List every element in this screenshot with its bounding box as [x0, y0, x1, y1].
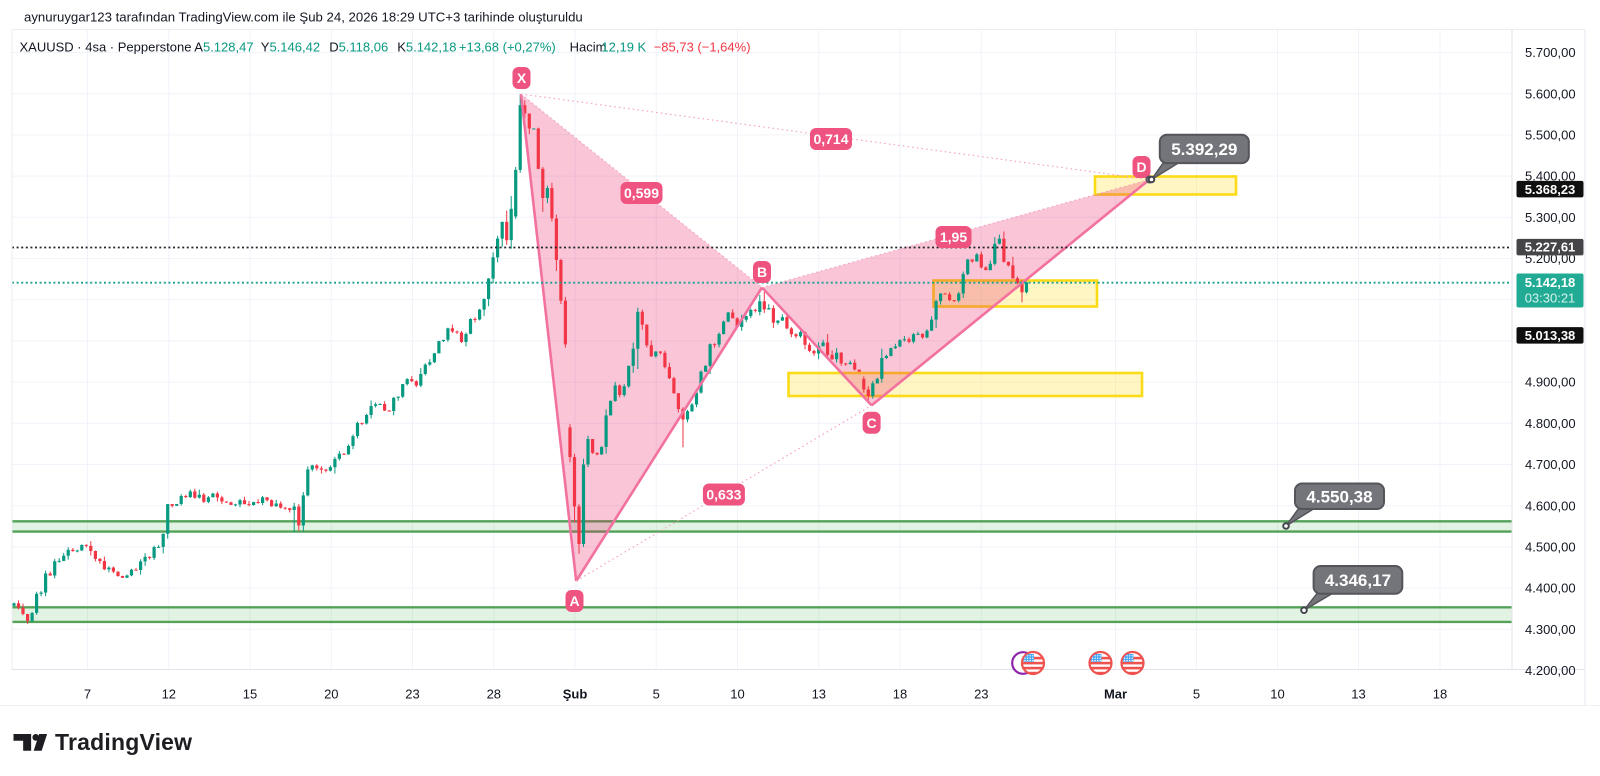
svg-text:5.600,00: 5.600,00 [1525, 86, 1576, 101]
svg-text:13: 13 [1351, 687, 1365, 702]
svg-text:28: 28 [487, 687, 501, 702]
svg-text:X: X [517, 70, 527, 86]
svg-text:0,714: 0,714 [813, 131, 848, 147]
svg-text:03:30:21: 03:30:21 [1525, 291, 1576, 306]
svg-text:23: 23 [974, 687, 988, 702]
svg-text:aynuruygar123 tarafından Tradi: aynuruygar123 tarafından TradingView.com… [24, 10, 583, 25]
svg-text:7: 7 [84, 687, 91, 702]
svg-text:4.600,00: 4.600,00 [1525, 498, 1576, 513]
svg-text:5.368,23: 5.368,23 [1525, 182, 1576, 197]
svg-text:20: 20 [324, 687, 338, 702]
svg-text:4.346,17: 4.346,17 [1325, 571, 1391, 590]
svg-text:5.300,00: 5.300,00 [1525, 210, 1576, 225]
svg-text:5.392,29: 5.392,29 [1171, 140, 1237, 159]
svg-text:4.200,00: 4.200,00 [1525, 663, 1576, 678]
svg-text:5.400,00: 5.400,00 [1525, 169, 1576, 184]
svg-text:5.227,61: 5.227,61 [1525, 240, 1576, 255]
svg-text:4.900,00: 4.900,00 [1525, 375, 1576, 390]
svg-text:4.400,00: 4.400,00 [1525, 581, 1576, 596]
svg-text:0,599: 0,599 [624, 185, 659, 201]
svg-text:A: A [569, 593, 579, 609]
svg-text:4.300,00: 4.300,00 [1525, 622, 1576, 637]
svg-text:15: 15 [243, 687, 257, 702]
svg-text:5.700,00: 5.700,00 [1525, 45, 1576, 60]
svg-text:18: 18 [1433, 687, 1447, 702]
svg-text:13: 13 [812, 687, 826, 702]
svg-text:Şub: Şub [563, 687, 588, 702]
svg-text:D: D [1136, 159, 1146, 175]
svg-text:Mar: Mar [1104, 687, 1127, 702]
svg-text:4.550,38: 4.550,38 [1306, 487, 1372, 506]
svg-text:0,633: 0,633 [706, 487, 741, 503]
svg-text:C: C [867, 415, 877, 431]
svg-text:TradingView: TradingView [55, 729, 192, 755]
svg-text:1,95: 1,95 [940, 229, 967, 245]
svg-text:4.800,00: 4.800,00 [1525, 416, 1576, 431]
svg-text:4.700,00: 4.700,00 [1525, 457, 1576, 472]
svg-text:18: 18 [893, 687, 907, 702]
svg-text:23: 23 [405, 687, 419, 702]
svg-text:5.500,00: 5.500,00 [1525, 128, 1576, 143]
svg-text:5.013,38: 5.013,38 [1525, 328, 1576, 343]
svg-text:10: 10 [730, 687, 744, 702]
svg-text:5: 5 [653, 687, 660, 702]
svg-text:10: 10 [1270, 687, 1284, 702]
svg-text:B: B [757, 264, 767, 280]
svg-text:12: 12 [162, 687, 176, 702]
svg-text:4.500,00: 4.500,00 [1525, 540, 1576, 555]
svg-text:5: 5 [1193, 687, 1200, 702]
svg-text:5.142,18: 5.142,18 [1525, 275, 1576, 290]
